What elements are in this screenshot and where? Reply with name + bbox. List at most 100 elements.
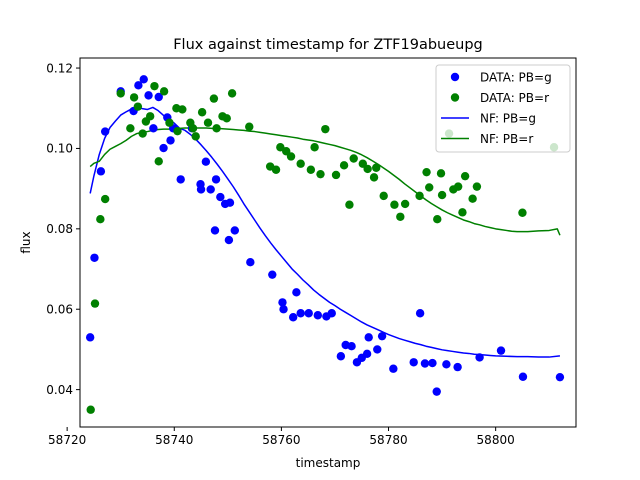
x-tick-label: 58780 bbox=[369, 433, 407, 447]
data-point-data-pb-r bbox=[296, 159, 305, 168]
data-point-data-pb-r bbox=[306, 165, 316, 174]
data-point-data-pb-g bbox=[292, 288, 301, 297]
data-point-data-pb-g bbox=[377, 331, 387, 341]
data-point-data-pb-r bbox=[173, 126, 182, 136]
y-axis-ticks: 0.04 0.06 0.08 0.10 0.12 bbox=[46, 61, 80, 397]
data-point-data-pb-g bbox=[389, 364, 398, 373]
x-tick-label: 58800 bbox=[477, 433, 515, 447]
data-point-data-pb-r bbox=[316, 169, 325, 179]
data-point-data-pb-g bbox=[201, 157, 211, 166]
data-point-data-pb-r bbox=[138, 129, 147, 138]
data-point-data-pb-r bbox=[197, 108, 207, 117]
x-tick-label: 58720 bbox=[48, 433, 86, 447]
data-point-data-pb-r bbox=[363, 164, 372, 174]
legend-label-nf-pb-g: NF: PB=g bbox=[480, 111, 536, 125]
y-tick-label: 0.12 bbox=[46, 61, 73, 75]
data-point-data-pb-r bbox=[369, 173, 379, 182]
data-point-data-pb-r bbox=[178, 105, 187, 114]
y-tick-label: 0.04 bbox=[46, 383, 73, 397]
data-point-data-pb-r bbox=[345, 200, 354, 209]
data-point-data-pb-r bbox=[518, 208, 527, 217]
data-point-data-pb-g bbox=[90, 253, 99, 262]
data-point-data-pb-g bbox=[428, 358, 437, 368]
data-point-data-pb-g bbox=[453, 362, 462, 372]
data-point-data-pb-g bbox=[85, 333, 95, 342]
data-point-data-pb-r bbox=[191, 132, 200, 141]
chart-title: Flux against timestamp for ZTF19abueupg bbox=[173, 37, 483, 53]
data-point-data-pb-g bbox=[442, 360, 451, 369]
data-point-data-pb-g bbox=[139, 75, 148, 84]
data-point-data-pb-r bbox=[222, 114, 231, 123]
data-point-data-pb-g bbox=[225, 198, 235, 207]
data-point-data-pb-r bbox=[400, 199, 410, 209]
data-point-data-pb-g bbox=[327, 309, 336, 318]
x-axis-ticks: 58720 58740 58760 58780 58800 bbox=[48, 427, 515, 447]
data-point-data-pb-g bbox=[364, 333, 373, 342]
data-point-data-pb-g bbox=[216, 192, 225, 202]
data-point-data-pb-r bbox=[415, 191, 424, 201]
legend-swatch-data-pb-r bbox=[450, 93, 460, 102]
data-point-data-pb-r bbox=[129, 93, 139, 102]
data-point-data-pb-r bbox=[390, 200, 399, 209]
data-point-data-pb-r bbox=[458, 208, 467, 217]
data-point-data-pb-g bbox=[206, 185, 215, 194]
legend: DATA: PB=g DATA: PB=r NF: PB=g NF: PB=r bbox=[435, 64, 571, 153]
data-point-data-pb-g bbox=[420, 359, 430, 368]
data-point-data-pb-r bbox=[331, 170, 341, 180]
data-point-data-pb-r bbox=[321, 124, 330, 134]
data-point-data-pb-r bbox=[433, 214, 442, 224]
data-point-data-pb-r bbox=[379, 191, 388, 201]
data-point-data-pb-r bbox=[116, 89, 125, 98]
legend-label-data-pb-r: DATA: PB=r bbox=[480, 91, 549, 105]
data-point-data-pb-r bbox=[188, 124, 198, 133]
series-line-nf-pb-r bbox=[89, 127, 561, 236]
series-points bbox=[85, 75, 565, 414]
data-point-data-pb-g bbox=[176, 175, 185, 184]
series-lines bbox=[89, 105, 561, 358]
data-point-data-pb-r bbox=[468, 194, 477, 203]
data-point-data-pb-g bbox=[409, 358, 418, 367]
data-point-data-pb-g bbox=[432, 387, 441, 396]
x-axis-label: timestamp bbox=[296, 456, 361, 470]
data-point-data-pb-g bbox=[100, 127, 110, 136]
plot-area bbox=[85, 75, 565, 414]
data-point-data-pb-r bbox=[436, 169, 446, 178]
data-point-data-pb-g bbox=[134, 81, 143, 90]
data-point-data-pb-g bbox=[415, 309, 425, 318]
data-point-data-pb-r bbox=[286, 152, 296, 161]
data-point-data-pb-g bbox=[279, 305, 288, 314]
data-point-data-pb-r bbox=[276, 143, 285, 152]
data-point-data-pb-r bbox=[422, 167, 431, 177]
data-point-data-pb-g bbox=[555, 372, 565, 382]
legend-box bbox=[435, 64, 571, 153]
data-point-data-pb-g bbox=[154, 92, 163, 102]
data-point-data-pb-r bbox=[339, 161, 349, 170]
data-point-data-pb-r bbox=[396, 212, 405, 221]
legend-label-nf-pb-r: NF: PB=r bbox=[480, 132, 533, 146]
x-tick-label: 58740 bbox=[155, 433, 193, 447]
data-point-data-pb-r bbox=[460, 171, 470, 181]
data-point-data-pb-r bbox=[96, 214, 105, 224]
data-point-data-pb-g bbox=[278, 298, 287, 307]
data-point-data-pb-g bbox=[211, 175, 221, 184]
legend-label-data-pb-g: DATA: PB=g bbox=[480, 70, 552, 84]
data-point-data-pb-g bbox=[196, 185, 206, 194]
data-point-data-pb-g bbox=[362, 349, 372, 359]
axes-frame bbox=[79, 57, 577, 428]
data-point-data-pb-r bbox=[126, 124, 135, 133]
data-point-data-pb-r bbox=[154, 157, 163, 166]
data-point-data-pb-r bbox=[310, 143, 319, 152]
data-point-data-pb-r bbox=[133, 102, 143, 111]
data-point-data-pb-g bbox=[313, 311, 323, 320]
data-point-data-pb-r bbox=[203, 118, 213, 127]
data-point-data-pb-g bbox=[288, 313, 298, 322]
data-point-data-pb-r bbox=[245, 122, 254, 131]
data-point-data-pb-r bbox=[100, 194, 110, 204]
data-point-data-pb-g bbox=[144, 91, 153, 100]
data-point-data-pb-r bbox=[472, 182, 482, 191]
data-point-data-pb-r bbox=[212, 124, 221, 133]
y-tick-label: 0.08 bbox=[46, 222, 73, 236]
data-point-data-pb-g bbox=[224, 235, 234, 245]
data-point-data-pb-r bbox=[165, 118, 174, 127]
